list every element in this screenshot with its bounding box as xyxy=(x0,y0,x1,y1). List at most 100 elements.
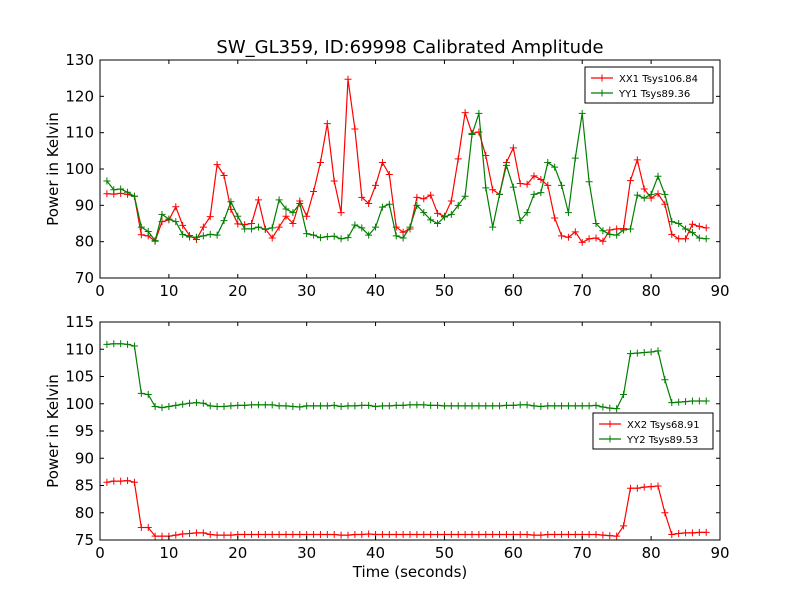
data-point xyxy=(613,532,621,540)
data-point xyxy=(372,402,380,410)
data-point xyxy=(213,402,221,410)
x-tick-label: 10 xyxy=(159,544,178,562)
x-tick-label: 40 xyxy=(366,282,385,300)
data-point xyxy=(406,531,414,539)
data-point xyxy=(351,125,359,133)
x-tick-label: 0 xyxy=(95,282,105,300)
data-point xyxy=(316,158,324,166)
data-point xyxy=(378,402,386,410)
data-point xyxy=(502,161,510,169)
data-point xyxy=(537,176,545,184)
x-tick-label: 70 xyxy=(573,282,592,300)
data-point xyxy=(248,531,256,539)
data-point xyxy=(254,196,262,204)
data-point xyxy=(551,214,559,222)
data-point xyxy=(179,530,187,538)
y-axis-label: Power in Kelvin xyxy=(44,374,62,488)
data-point xyxy=(447,402,455,410)
data-point xyxy=(420,531,428,539)
data-point xyxy=(261,225,269,233)
data-point xyxy=(206,402,214,410)
data-point xyxy=(523,180,531,188)
data-point xyxy=(289,531,297,539)
data-point xyxy=(606,230,614,238)
data-point xyxy=(261,531,269,539)
legend-label: XX1 Tsys106.84 xyxy=(619,74,698,85)
data-point xyxy=(516,531,524,539)
data-point xyxy=(158,404,166,412)
data-point xyxy=(509,144,517,152)
data-point xyxy=(310,188,318,196)
data-point xyxy=(220,172,228,180)
data-point xyxy=(682,235,690,243)
data-point xyxy=(633,349,641,357)
data-point xyxy=(551,402,559,410)
data-point xyxy=(220,217,228,225)
data-point xyxy=(599,237,607,245)
data-point xyxy=(489,531,497,539)
x-tick-label: 10 xyxy=(159,282,178,300)
data-point xyxy=(310,402,318,410)
data-point xyxy=(358,193,366,201)
legend-box xyxy=(592,412,714,450)
data-point xyxy=(234,220,242,228)
data-point xyxy=(365,401,373,409)
data-point xyxy=(661,509,669,517)
y-tick-label: 70 xyxy=(75,269,94,287)
y-tick-label: 95 xyxy=(75,422,94,440)
data-point xyxy=(688,229,696,237)
data-point xyxy=(640,349,648,357)
data-point xyxy=(413,401,421,409)
data-point xyxy=(695,528,703,536)
legend-box xyxy=(584,66,714,104)
data-point xyxy=(640,194,648,202)
data-point xyxy=(103,340,111,348)
data-point xyxy=(179,230,187,238)
series-xx2 xyxy=(103,477,710,540)
x-tick-label: 60 xyxy=(504,544,523,562)
data-point xyxy=(585,178,593,186)
data-point xyxy=(447,210,455,218)
data-point xyxy=(275,196,283,204)
data-point xyxy=(482,531,490,539)
data-point xyxy=(523,401,531,409)
data-point xyxy=(268,531,276,539)
data-point xyxy=(516,180,524,188)
data-point xyxy=(682,398,690,406)
data-point xyxy=(282,531,290,539)
data-point xyxy=(213,531,221,539)
data-point xyxy=(268,224,276,232)
data-point xyxy=(420,401,428,409)
data-point xyxy=(199,232,207,240)
x-tick-label: 20 xyxy=(228,282,247,300)
data-point xyxy=(254,401,262,409)
data-point xyxy=(337,209,345,217)
data-point xyxy=(227,531,235,539)
data-point xyxy=(399,234,407,242)
data-point xyxy=(640,483,648,491)
data-point xyxy=(571,228,579,236)
data-point xyxy=(344,75,352,83)
data-point xyxy=(434,401,442,409)
data-point xyxy=(378,203,386,211)
data-point xyxy=(413,201,421,209)
series-line xyxy=(106,113,707,242)
data-point xyxy=(702,224,710,232)
data-point xyxy=(544,158,552,166)
legend-item: XX2 Tsys68.91 xyxy=(599,420,700,431)
data-point xyxy=(523,531,531,539)
y-tick-label: 110 xyxy=(65,124,94,142)
data-point xyxy=(385,531,393,539)
data-point xyxy=(695,222,703,230)
data-point xyxy=(620,390,628,398)
data-point xyxy=(323,402,331,410)
y-tick-label: 110 xyxy=(65,340,94,358)
top-panel: 0 10 20 30 40 50 60 70 80 90 70 80 90 100 110 120 130 Pow… xyxy=(44,51,730,300)
data-point xyxy=(482,184,490,192)
data-point xyxy=(461,531,469,539)
data-point xyxy=(482,152,490,160)
y-tick-label: 80 xyxy=(75,233,94,251)
data-point xyxy=(633,156,641,164)
data-point xyxy=(613,405,621,413)
data-point xyxy=(613,231,621,239)
